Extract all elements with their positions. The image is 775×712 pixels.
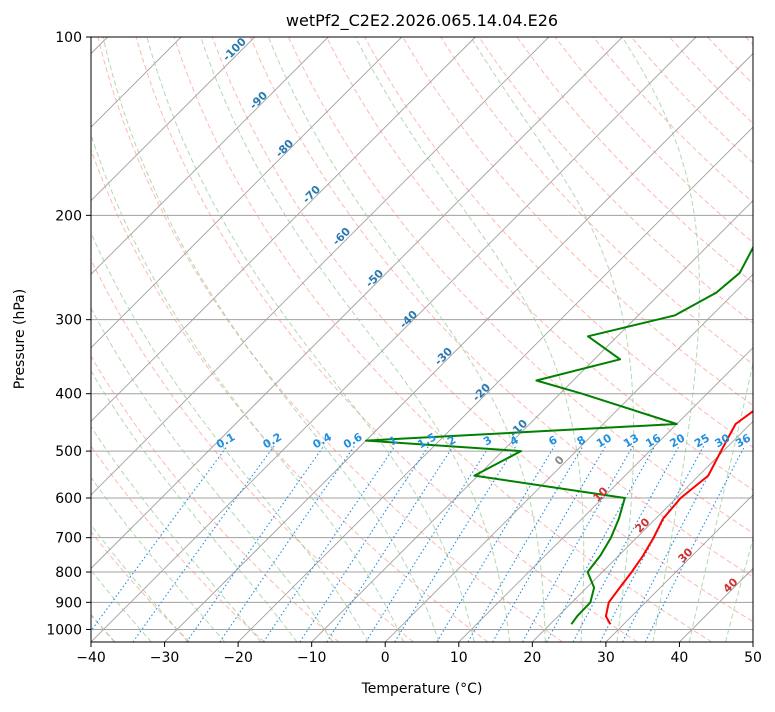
- x-tick-label: −30: [150, 650, 180, 666]
- y-tick-label: 700: [55, 531, 82, 547]
- x-tick-label: 50: [744, 650, 762, 666]
- y-tick-label: 1000: [46, 622, 82, 638]
- x-tick-label: 30: [597, 650, 615, 666]
- chart-title: wetPf2_C2E2.2026.065.14.04.E26: [286, 11, 558, 31]
- y-tick-label: 200: [55, 208, 82, 224]
- x-tick-label: −40: [76, 650, 106, 666]
- x-axis-label: Temperature (°C): [361, 681, 483, 697]
- y-tick-label: 500: [55, 444, 82, 460]
- y-tick-label: 800: [55, 565, 82, 581]
- y-tick-label: 600: [55, 491, 82, 507]
- y-tick-label: 400: [55, 387, 82, 403]
- x-tick-label: 0: [381, 650, 390, 666]
- y-tick-label: 300: [55, 313, 82, 329]
- x-tick-label: 40: [671, 650, 689, 666]
- y-tick-label: 900: [55, 595, 82, 611]
- x-tick-label: 10: [450, 650, 468, 666]
- x-tick-label: −20: [223, 650, 253, 666]
- y-tick-label: 100: [55, 30, 82, 46]
- x-tick-label: 20: [523, 650, 541, 666]
- x-tick-label: −10: [297, 650, 327, 666]
- y-axis-label: Pressure (hPa): [12, 289, 28, 389]
